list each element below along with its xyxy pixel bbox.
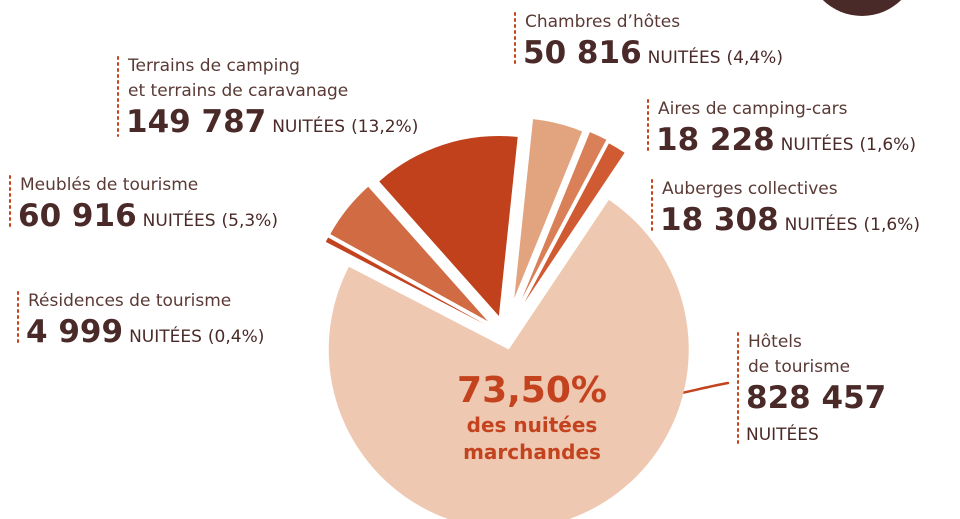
value-label-line: 828 457 xyxy=(746,380,886,416)
value-label-line: 4 999 NUITÉES (0,4%) xyxy=(26,314,264,350)
decor-circle xyxy=(822,0,902,16)
value-label-line: 149 787 NUITÉES (13,2%) xyxy=(126,104,418,140)
center-note: des nuitées xyxy=(467,413,598,437)
value-label-line: 18 308 NUITÉES (1,6%) xyxy=(660,202,920,238)
unit-label: NUITÉES xyxy=(129,325,202,347)
value-label: 60 916 xyxy=(18,198,137,234)
center-percent: 73,50% xyxy=(457,370,607,411)
percent-label: (1,6%) xyxy=(860,135,916,155)
pie-slice xyxy=(328,199,689,519)
value-label: 4 999 xyxy=(26,314,123,350)
value-label: 828 457 xyxy=(746,380,886,416)
value-label-line: 18 228 NUITÉES (1,6%) xyxy=(656,122,916,158)
value-label: 149 787 xyxy=(126,104,266,140)
value-label: 50 816 xyxy=(523,35,642,71)
value-label-line: 60 916 NUITÉES (5,3%) xyxy=(18,198,278,234)
pie-slice xyxy=(330,186,488,322)
percent-label: (5,3%) xyxy=(222,211,278,231)
unit-label: NUITÉES xyxy=(781,133,854,155)
category-label: Aires de camping-cars xyxy=(658,99,848,119)
category-label: Résidences de tourisme xyxy=(28,291,231,311)
category-label: Meublés de tourisme xyxy=(20,175,198,195)
unit-label: NUITÉES xyxy=(272,115,345,137)
pie-slice xyxy=(524,143,625,303)
percent-label: (13,2%) xyxy=(351,117,418,137)
category-label: Chambres d’hôtes xyxy=(525,12,680,32)
unit-label: NUITÉES xyxy=(143,209,216,231)
unit-label: NUITÉES xyxy=(648,46,721,68)
pie-slice xyxy=(379,135,518,316)
percent-label: (1,6%) xyxy=(864,215,920,235)
category-label: Hôtels xyxy=(748,332,802,352)
center-note: marchandes xyxy=(463,440,601,464)
unit-label: NUITÉES xyxy=(785,213,858,235)
pie-slice xyxy=(325,237,486,325)
pie-slice xyxy=(514,119,583,299)
unit-label: NUITÉES xyxy=(746,423,819,445)
percent-label: (4,4%) xyxy=(727,48,783,68)
value-label: 18 228 xyxy=(656,122,775,158)
category-label: et terrains de caravanage xyxy=(128,81,348,101)
category-label: de tourisme xyxy=(748,357,850,377)
value-label-line: 50 816 NUITÉES (4,4%) xyxy=(523,35,783,71)
category-label: Terrains de camping xyxy=(127,56,300,76)
percent-label: (0,4%) xyxy=(208,327,264,347)
category-label: Auberges collectives xyxy=(662,179,838,199)
value-label: 18 308 xyxy=(660,202,779,238)
pie-slice xyxy=(521,132,607,299)
